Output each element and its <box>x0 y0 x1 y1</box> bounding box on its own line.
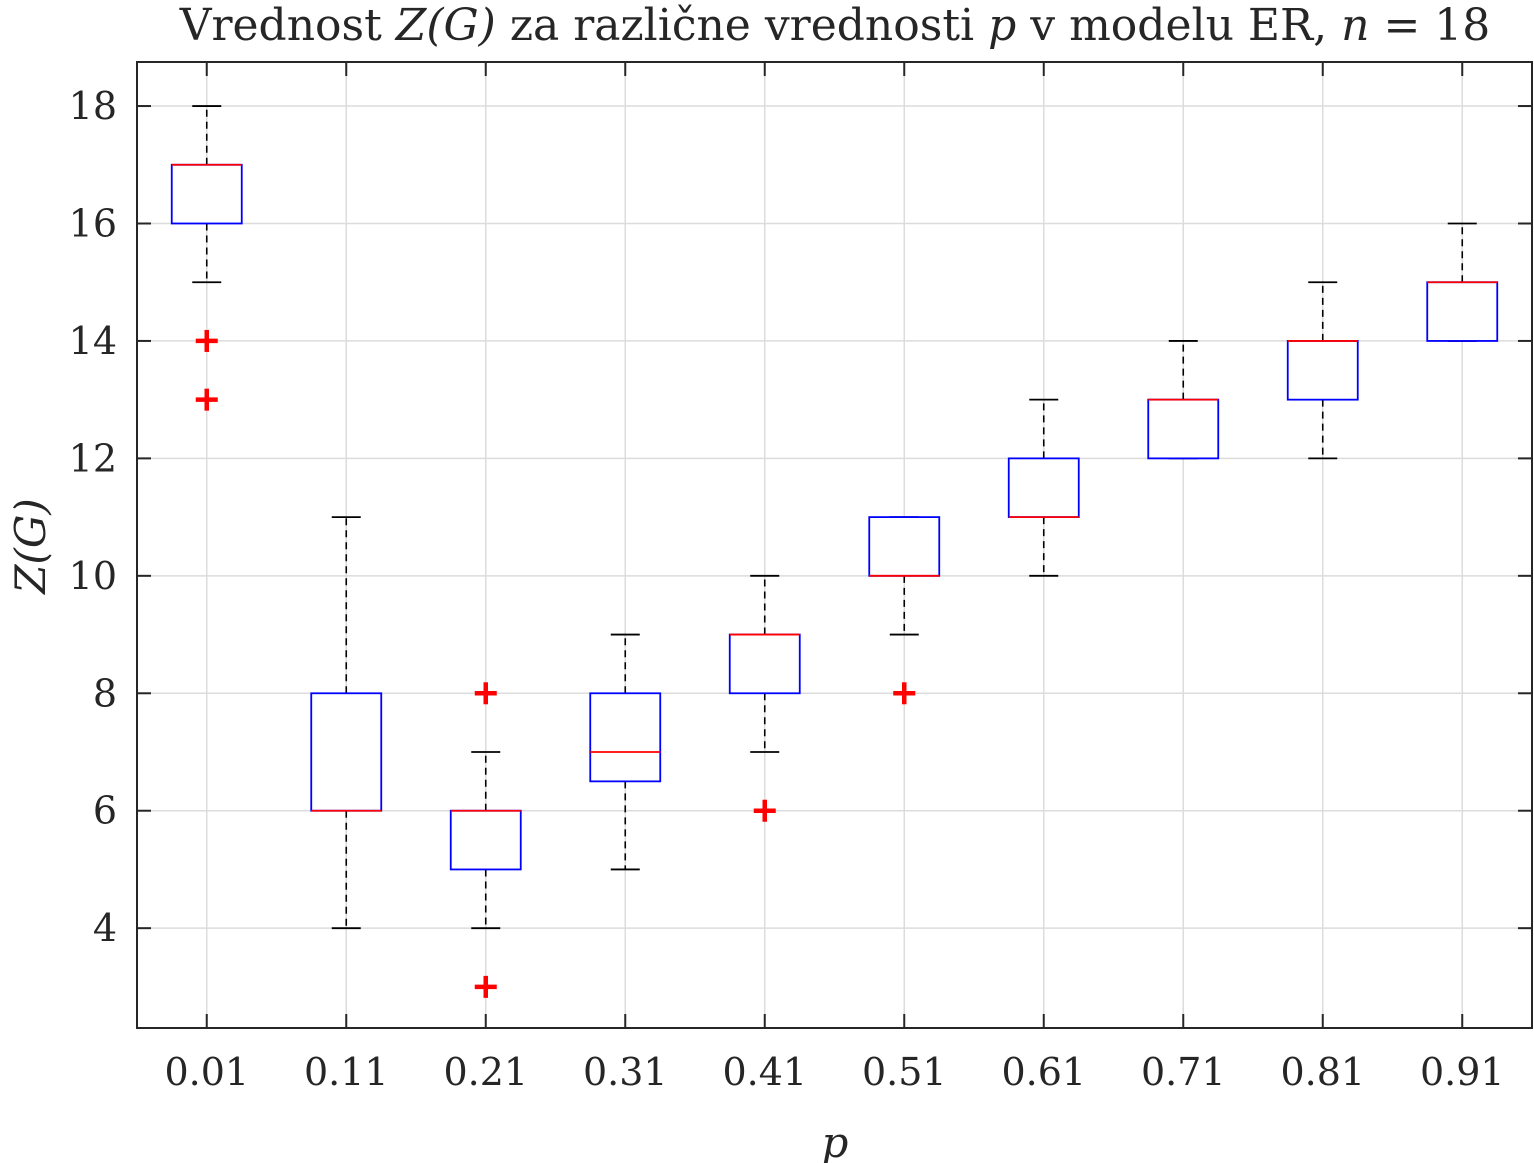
y-tick-label: 14 <box>69 319 117 363</box>
plot-area-frame <box>136 61 1533 1029</box>
outlier-marker <box>893 682 916 705</box>
y-tick-label: 16 <box>69 201 117 245</box>
iqr-box <box>1007 457 1080 519</box>
box-group <box>868 516 941 705</box>
x-tick-label: 0.51 <box>862 1050 947 1094</box>
box-group <box>1007 398 1080 577</box>
y-tick-label: 6 <box>93 789 117 833</box>
x-axis-label: p <box>822 1118 849 1163</box>
x-tick-label: 0.61 <box>1001 1050 1086 1094</box>
box-group <box>1147 340 1220 460</box>
outlier-marker <box>474 975 497 998</box>
box-group <box>728 574 801 822</box>
box-group <box>170 105 243 411</box>
iqr-box <box>868 516 941 577</box>
x-tick-label: 0.91 <box>1420 1050 1505 1094</box>
boxes-layer <box>170 105 1499 998</box>
y-tick-label: 4 <box>93 906 117 950</box>
outlier-marker <box>474 682 497 705</box>
iqr-box <box>449 809 522 871</box>
box-group <box>1426 222 1499 342</box>
y-axis-label: Z(G) <box>6 498 55 596</box>
box-group <box>1286 281 1359 460</box>
x-tick-label: 0.41 <box>722 1050 807 1094</box>
y-tick-label: 10 <box>69 554 117 598</box>
box-group <box>310 516 383 930</box>
y-tick-label: 8 <box>93 671 117 715</box>
chart-title: Vrednost Z(G) za različne vrednosti p v … <box>179 0 1491 51</box>
box-group <box>589 633 662 871</box>
outlier-marker <box>195 388 218 411</box>
outlier-marker <box>753 799 776 822</box>
box-group <box>449 682 522 998</box>
y-tick-label: 18 <box>69 84 117 128</box>
x-tick-label: 0.21 <box>443 1050 528 1094</box>
x-tick-label: 0.01 <box>164 1050 249 1094</box>
iqr-box <box>589 692 662 783</box>
iqr-box <box>1426 281 1499 342</box>
x-tick-label: 0.31 <box>583 1050 668 1094</box>
outlier-marker <box>195 329 218 352</box>
x-tick-label: 0.71 <box>1141 1050 1226 1094</box>
x-tick-label: 0.81 <box>1280 1050 1365 1094</box>
ticks-layer: 4 6 8 10 12 14 16 18 0.01 0.11 0.21 0.31 0.41 0.51 0.6… <box>69 62 1532 1094</box>
iqr-box <box>170 163 243 225</box>
iqr-box <box>1286 340 1359 401</box>
x-tick-label: 0.11 <box>304 1050 389 1094</box>
iqr-box <box>1147 398 1220 460</box>
iqr-box <box>728 633 801 695</box>
iqr-box <box>310 692 383 812</box>
y-tick-label: 12 <box>69 436 117 480</box>
